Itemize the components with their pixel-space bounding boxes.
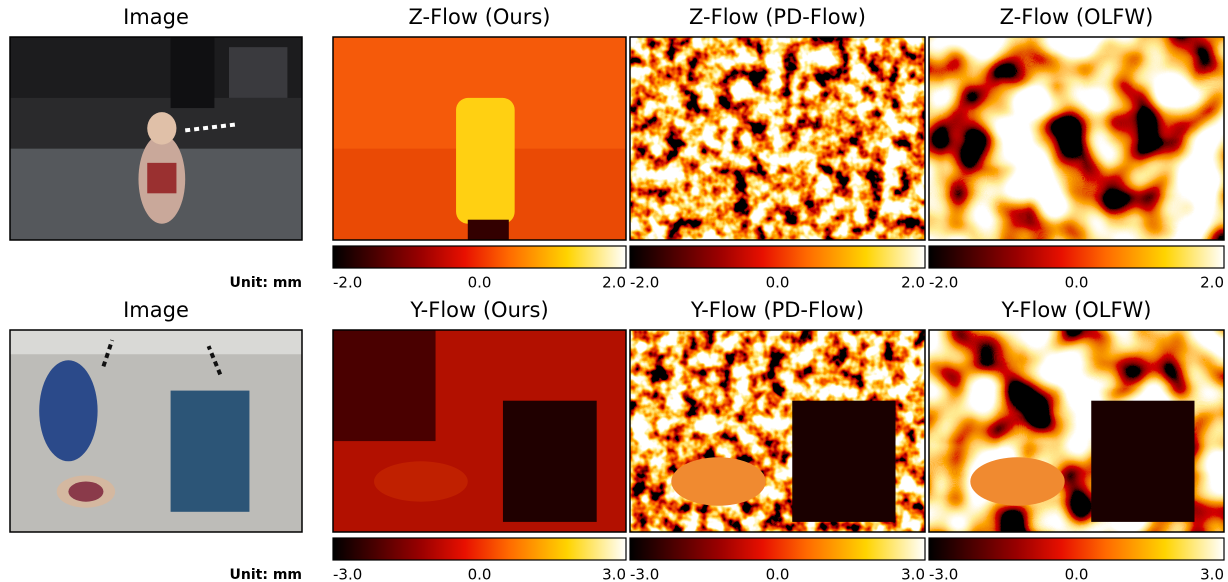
colorbar bbox=[332, 245, 627, 269]
panel-title: Y-Flow (PD-Flow) bbox=[690, 298, 864, 322]
panel-border bbox=[9, 36, 303, 241]
panel-border bbox=[332, 36, 627, 241]
colorbar-tick-label: 3.0 bbox=[901, 566, 925, 582]
colorbar bbox=[629, 537, 926, 561]
panel bbox=[630, 37, 925, 240]
region bbox=[374, 461, 468, 502]
flow-map bbox=[630, 37, 925, 240]
colorbar-tick-label: -2.0 bbox=[929, 274, 958, 292]
colorbar-tick-label: 2.0 bbox=[901, 274, 925, 292]
colorbar bbox=[928, 537, 1225, 561]
region bbox=[147, 112, 177, 145]
colorbar-tick-label: 2.0 bbox=[1200, 274, 1224, 292]
panel-title: Y-Flow (Ours) bbox=[409, 298, 548, 322]
colorbar-tick-label: 0.0 bbox=[468, 274, 492, 292]
colorbar-tick-label: 3.0 bbox=[1200, 566, 1224, 582]
region bbox=[10, 330, 302, 355]
colorbar-tick-label: 0.0 bbox=[766, 566, 790, 582]
colorbar bbox=[629, 245, 926, 269]
flow-map bbox=[929, 37, 1224, 240]
colorbar-tick-label: 0.0 bbox=[1065, 566, 1089, 582]
colorbar-tick-label: -3.0 bbox=[630, 566, 659, 582]
region bbox=[170, 37, 215, 109]
panel bbox=[333, 330, 626, 532]
colorbar bbox=[928, 245, 1225, 269]
region bbox=[792, 400, 896, 522]
panel-title: Z-Flow (Ours) bbox=[408, 5, 550, 29]
region bbox=[671, 457, 766, 506]
colorbar-tick-label: -3.0 bbox=[333, 566, 362, 582]
panel-title: Image bbox=[123, 5, 189, 29]
colorbar-tick-label: -3.0 bbox=[929, 566, 958, 582]
panel-title: Y-Flow (OLFW) bbox=[1001, 298, 1152, 322]
colorbar-tick-label: 0.0 bbox=[766, 274, 790, 292]
colorbar-tick-label: 3.0 bbox=[602, 566, 626, 582]
panel-title: Z-Flow (OLFW) bbox=[1000, 5, 1154, 29]
panel-border bbox=[9, 329, 303, 533]
colorbar-tick-label: 0.0 bbox=[468, 566, 492, 582]
region bbox=[147, 162, 177, 194]
colorbar bbox=[332, 537, 627, 561]
panel-border bbox=[928, 36, 1225, 241]
region bbox=[1091, 400, 1195, 522]
region bbox=[229, 47, 288, 98]
panel-title: Z-Flow (PD-Flow) bbox=[689, 5, 866, 29]
unit-label: Unit: mm bbox=[230, 567, 302, 582]
panel bbox=[10, 330, 302, 532]
colorbar-tick-label: -2.0 bbox=[333, 274, 362, 292]
panel-border bbox=[928, 329, 1225, 533]
region bbox=[68, 481, 104, 502]
region bbox=[502, 400, 597, 522]
motion-arrow bbox=[101, 339, 115, 367]
panel bbox=[333, 37, 626, 240]
colorbar-tick-label: -2.0 bbox=[630, 274, 659, 292]
panel bbox=[10, 37, 302, 240]
unit-label: Unit: mm bbox=[230, 275, 302, 291]
region bbox=[333, 330, 436, 442]
region bbox=[456, 97, 515, 224]
panel-border bbox=[332, 329, 627, 533]
book bbox=[170, 390, 250, 512]
panel bbox=[929, 37, 1224, 240]
panel bbox=[630, 330, 925, 532]
region bbox=[970, 457, 1065, 506]
panel bbox=[929, 330, 1224, 532]
panel-title: Image bbox=[123, 298, 189, 322]
mug bbox=[39, 360, 98, 462]
colorbar-tick-label: 2.0 bbox=[602, 274, 626, 292]
panel-border bbox=[629, 329, 926, 533]
colorbar-tick-label: 0.0 bbox=[1065, 274, 1089, 292]
panel-border bbox=[629, 36, 926, 241]
region bbox=[467, 219, 509, 240]
